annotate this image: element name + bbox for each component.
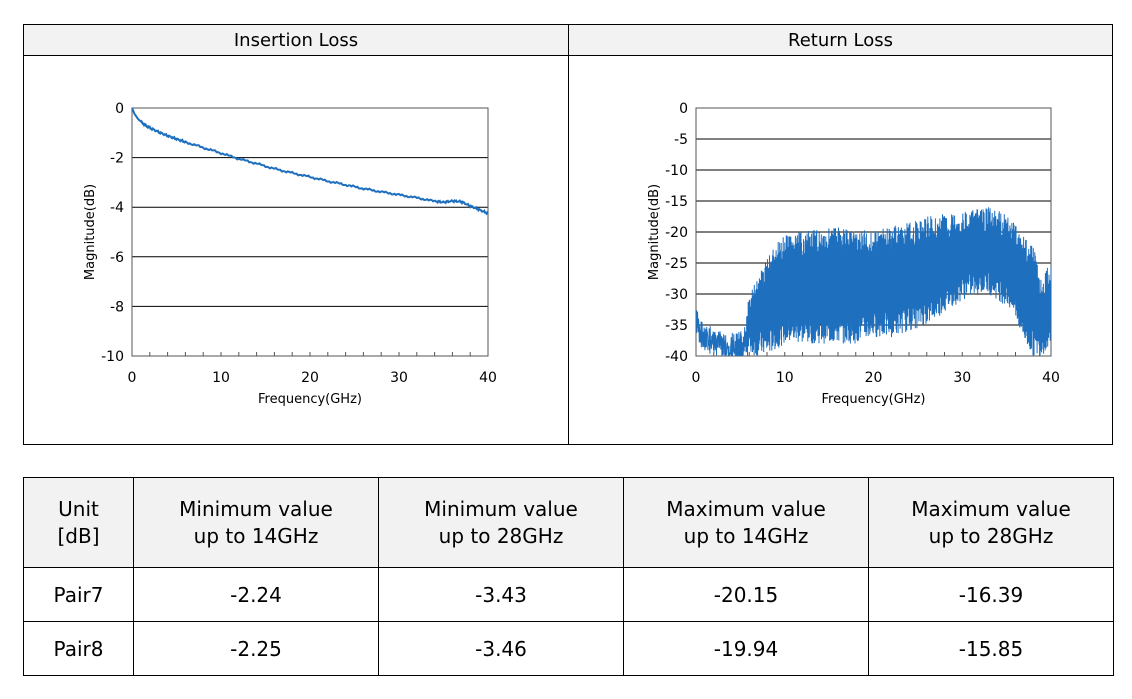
y-tick-label: -4	[110, 200, 124, 216]
summary-table: Unit [dB] Minimum value up to 14GHz Minimu…	[23, 477, 1114, 676]
table-cell: -15.85	[868, 621, 1114, 676]
header-max-28: Maximum value up to 28GHz	[868, 477, 1114, 568]
table-row: Pair7 -2.24 -3.43 -20.15 -16.39	[23, 567, 1114, 622]
x-tick-label: 0	[128, 370, 137, 386]
y-tick-label: -10	[101, 349, 124, 365]
x-tick-label: 30	[953, 370, 971, 386]
x-axis-label: Frequency(GHz)	[822, 392, 926, 407]
y-tick-label: 0	[679, 101, 688, 117]
x-axis-label: Frequency(GHz)	[258, 392, 362, 407]
return-loss-header: Return Loss	[569, 25, 1112, 56]
table-cell: -3.46	[378, 621, 624, 676]
x-tick-label: 40	[1042, 370, 1060, 386]
insertion-loss-title: Insertion Loss	[233, 29, 359, 51]
table-header-row: Unit [dB] Minimum value up to 14GHz Minimu…	[23, 477, 1114, 568]
y-tick-label: -6	[110, 250, 124, 266]
return-loss-series-line	[696, 207, 1051, 356]
insertion-loss-panel: Insertion Loss 0 -2 -4 -6 -8 -10 0 10 20 30 40 Freq…	[24, 25, 569, 444]
header-min-14: Minimum value up to 14GHz	[133, 477, 379, 568]
y-tick-label: -30	[665, 287, 688, 303]
insertion-loss-series-line	[131, 107, 489, 216]
y-tick-label: -15	[665, 194, 688, 210]
return-loss-chart: 0-5-10-15-20-25-30-35-400 10 20 30 40Frequen…	[647, 101, 1060, 407]
insertion-loss-chart: 0-2-4-6-8-100 10 20 30 40Frequency(GHz)Magni…	[83, 101, 497, 407]
y-axis-label: Magnitude(dB)	[647, 184, 662, 280]
x-tick-label: 20	[301, 370, 319, 386]
x-tick-label: 40	[479, 370, 497, 386]
y-tick-label: -5	[674, 132, 688, 148]
charts-container: Insertion Loss 0 -2 -4 -6 -8 -10 0 10 20 30 40 Freq…	[23, 24, 1113, 445]
y-tick-label: -8	[110, 299, 124, 315]
table-cell: -3.43	[378, 567, 624, 622]
x-tick-label: 0	[692, 370, 701, 386]
table-cell: -20.15	[623, 567, 869, 622]
table-row: Pair8 -2.25 -3.46 -19.94 -15.85	[23, 621, 1114, 676]
y-tick-label: -10	[665, 163, 688, 179]
header-unit: Unit [dB]	[23, 477, 134, 568]
x-tick-label: 30	[390, 370, 408, 386]
return-loss-panel: Return Loss 0 -5 -10 -15 -20 -25 -30 -35 -40 0 10 2…	[569, 25, 1112, 444]
table-cell: -2.25	[133, 621, 379, 676]
y-tick-label: 0	[115, 101, 124, 117]
y-axis-label: Magnitude(dB)	[83, 184, 98, 280]
y-tick-label: -20	[665, 225, 688, 241]
y-tick-label: -40	[665, 349, 688, 365]
table-cell: -19.94	[623, 621, 869, 676]
x-tick-label: 10	[212, 370, 230, 386]
y-tick-label: -2	[110, 151, 124, 167]
return-loss-title: Return Loss	[788, 29, 893, 51]
plot-frame	[131, 107, 489, 357]
x-tick-label: 10	[776, 370, 794, 386]
y-tick-label: -25	[665, 256, 688, 272]
header-min-28: Minimum value up to 28GHz	[378, 477, 624, 568]
insertion-loss-header: Insertion Loss	[24, 25, 568, 56]
y-tick-label: -35	[665, 318, 688, 334]
x-tick-label: 20	[865, 370, 883, 386]
table-cell: -2.24	[133, 567, 379, 622]
header-max-14: Maximum value up to 14GHz	[623, 477, 869, 568]
table-cell: -16.39	[868, 567, 1114, 622]
row-label: Pair7	[23, 567, 134, 622]
row-label: Pair8	[23, 621, 134, 676]
